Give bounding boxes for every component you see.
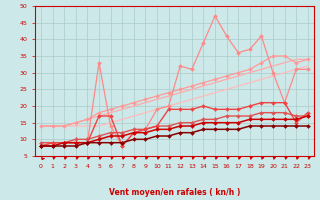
X-axis label: Vent moyen/en rafales ( kn/h ): Vent moyen/en rafales ( kn/h ) <box>109 188 240 197</box>
